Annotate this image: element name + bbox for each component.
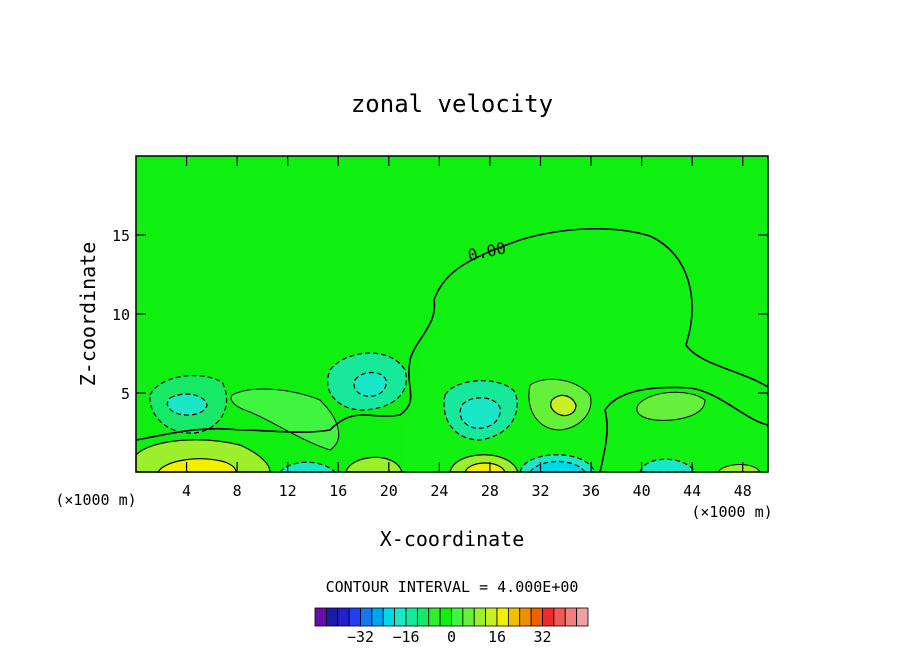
colorbar-swatch: [530, 607, 543, 627]
colorbar-swatch: [348, 607, 361, 627]
colorbar-swatch: [473, 607, 487, 627]
region-28-neg-inner: [459, 397, 501, 429]
x-tick-label: 20: [380, 482, 398, 500]
x-axis-ticks: 4 8 12 16 20 24 28 32 36 40 44 48: [182, 156, 752, 500]
colorbar-swatch: [542, 607, 555, 627]
region-33-pos-inner: [550, 394, 577, 417]
colorbar-tick-label: 16: [488, 628, 506, 646]
colorbar-swatch: [564, 607, 578, 627]
x-tick-label: 8: [233, 482, 242, 500]
zero-contour-line-right: [599, 386, 769, 473]
contour-interval-text: CONTOUR INTERVAL = 4.000E+00: [326, 578, 579, 596]
zero-contour-line: [433, 227, 769, 388]
colorbar-swatch: [519, 607, 532, 627]
y-tick-label: 15: [112, 227, 130, 245]
colorbar-swatch: [439, 607, 452, 627]
x-tick-label: 48: [734, 482, 752, 500]
colorbar-swatch: [416, 607, 430, 627]
x-unit-right: (×1000 m): [691, 503, 772, 521]
x-tick-label: 24: [430, 482, 448, 500]
zero-contour-line-lower: [135, 299, 436, 441]
colorbar-tick-label: 0: [447, 628, 456, 646]
y-tick-label: 5: [121, 385, 130, 403]
colorbar-swatch: [325, 607, 339, 627]
shaded-regions: [135, 228, 768, 473]
region-bottom-pos-2: [345, 456, 403, 473]
region-bottom-neg-5: [639, 458, 697, 473]
x-tick-label: 44: [683, 482, 701, 500]
colorbar-swatch: [576, 607, 589, 627]
colorbar-swatch: [462, 607, 475, 627]
x-tick-label: 16: [329, 482, 347, 500]
colorbar-swatch: [360, 607, 373, 627]
x-tick-label: 28: [481, 482, 499, 500]
y-axis-ticks: 5 10 15: [112, 227, 768, 403]
colorbar-swatch: [485, 607, 498, 627]
colorbar-tick-label: 32: [533, 628, 551, 646]
colorbar-swatch: [337, 607, 350, 627]
y-axis-label: Z-coordinate: [76, 242, 100, 387]
colorbar-tick-label: −16: [392, 628, 419, 646]
colorbar-labels: −32 −16 0 16 32: [347, 628, 552, 646]
region-bottom-left-inner: [156, 458, 237, 473]
chart-title: zonal velocity: [351, 90, 553, 118]
colorbar-swatch: [553, 607, 566, 627]
region-mid-neg-inner: [353, 371, 387, 397]
colorbar-swatch: [507, 607, 521, 627]
x-tick-label: 32: [531, 482, 549, 500]
x-unit-left: (×1000 m): [55, 491, 136, 509]
colorbar-swatch: [371, 607, 384, 627]
x-tick-label: 36: [582, 482, 600, 500]
colorbar-swatch: [496, 607, 509, 627]
colorbar-swatch: [428, 607, 441, 627]
colorbar-tick-label: −32: [347, 628, 374, 646]
colorbar-swatch: [314, 607, 327, 627]
colorbar-swatch: [394, 607, 407, 627]
region-42-pos: [636, 391, 706, 421]
region-left-neg-inner: [166, 393, 208, 416]
x-tick-label: 4: [182, 482, 191, 500]
x-tick-label: 12: [279, 482, 297, 500]
colorbar-swatch: [382, 607, 396, 627]
x-tick-label: 40: [633, 482, 651, 500]
region-mid-pos-band: [230, 388, 340, 451]
colorbar-swatch: [451, 607, 464, 627]
x-axis-label: X-coordinate: [380, 527, 525, 551]
colorbar-swatch: [405, 607, 418, 627]
colorbar: [314, 607, 589, 627]
y-tick-label: 10: [112, 306, 130, 324]
